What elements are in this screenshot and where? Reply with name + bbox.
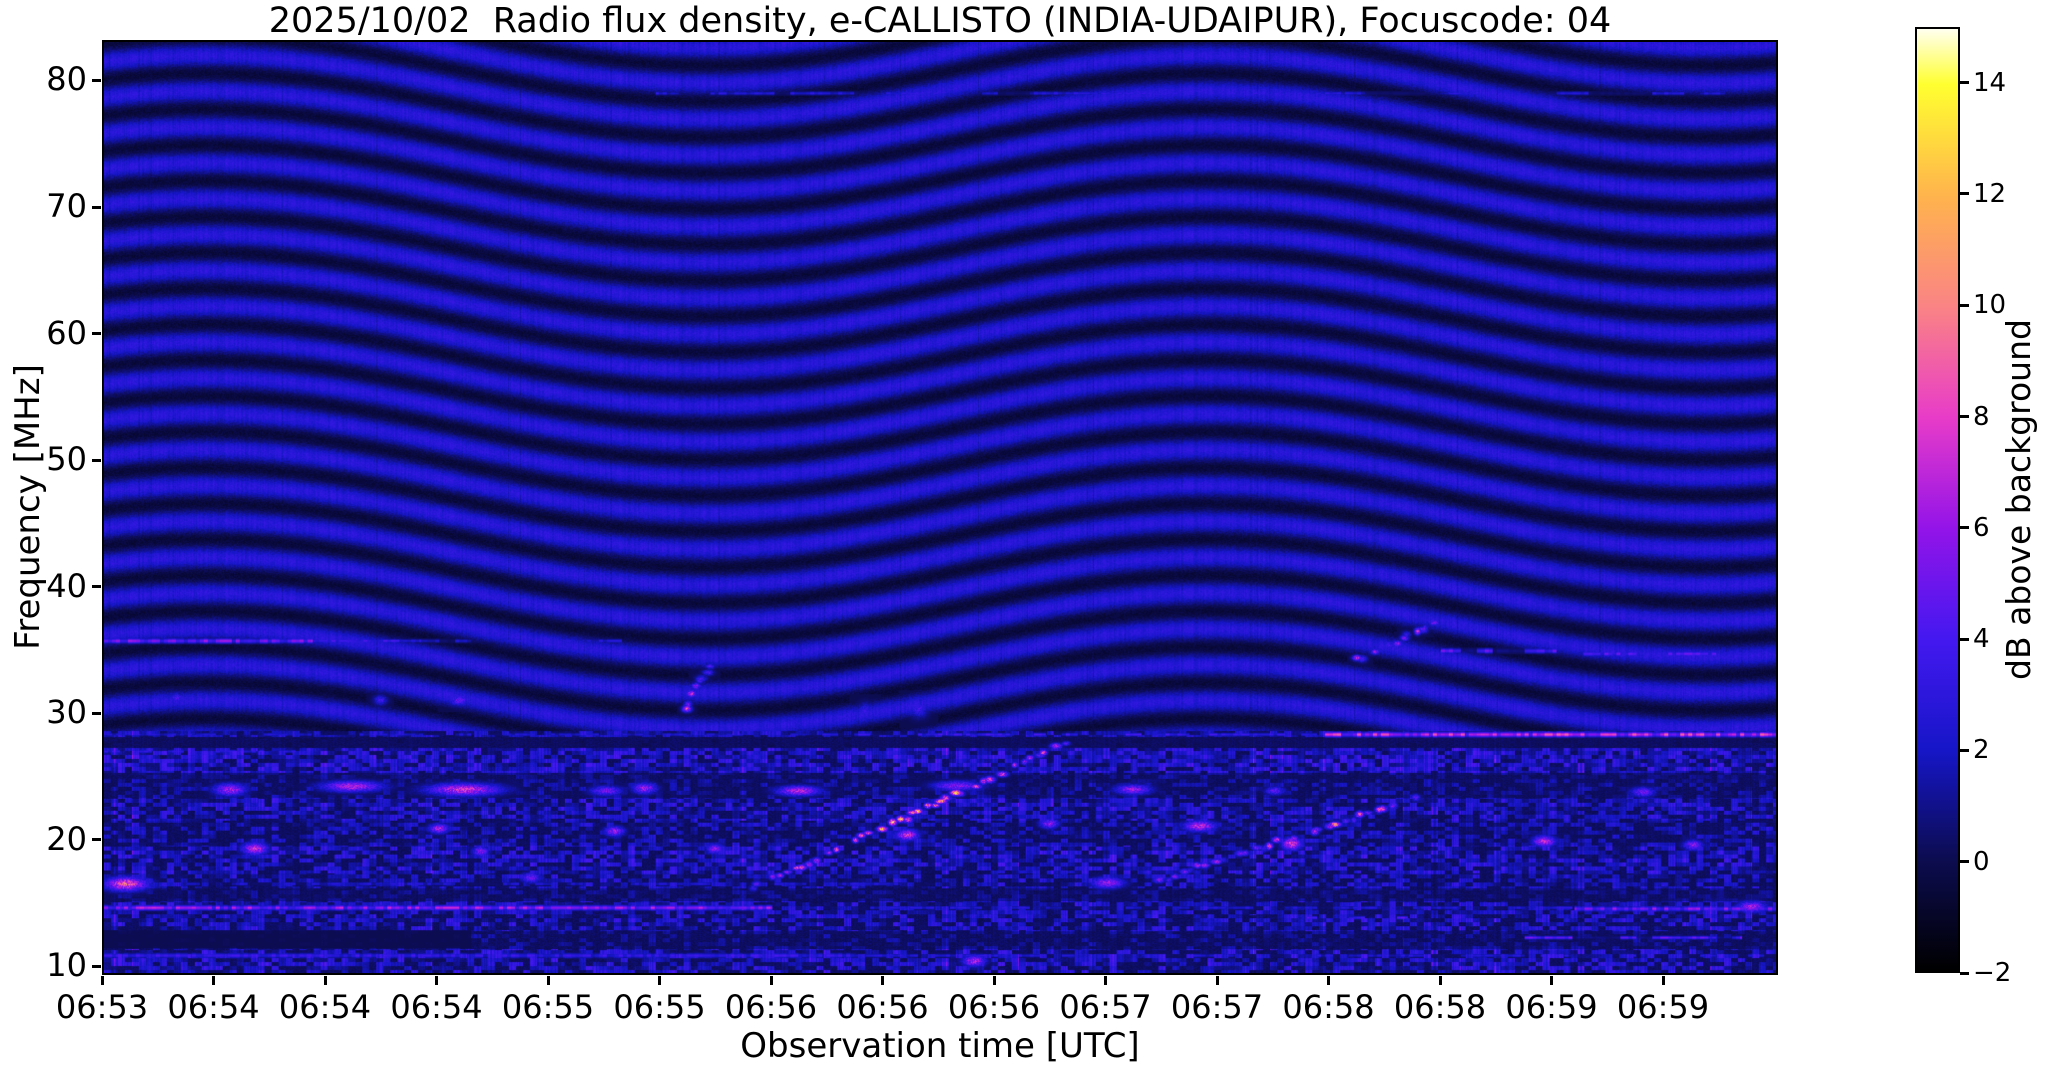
x-tick-mark [212, 976, 215, 985]
y-tick-label: 60 [46, 313, 87, 352]
y-tick-label: 50 [46, 440, 87, 479]
x-tick-mark [1215, 976, 1219, 985]
plot-title: 2025/10/02 Radio flux density, e-CALLIST… [268, 1, 1612, 41]
y-tick-label: 20 [46, 819, 87, 858]
y-tick-mark [92, 458, 101, 462]
x-tick-label: 06:58 [1282, 988, 1375, 1026]
x-tick-label: 06:57 [1170, 988, 1264, 1026]
x-tick-mark [1104, 976, 1107, 985]
colorbar-tick-label: −2 [1973, 958, 2012, 988]
x-tick-label: 06:57 [1059, 988, 1152, 1026]
x-tick-label: 06:53 [55, 988, 149, 1026]
x-tick-label: 06:55 [501, 988, 595, 1026]
x-axis-label: Observation time [UTC] [740, 1026, 1140, 1066]
colorbar-tick-label: 8 [1973, 401, 1990, 432]
y-tick-label: 10 [46, 946, 87, 985]
spectrogram-canvas [104, 42, 1776, 973]
y-tick-mark [92, 964, 101, 968]
x-tick-label: 06:56 [836, 988, 929, 1026]
x-tick-mark [1327, 976, 1330, 985]
x-tick-label: 06:55 [613, 988, 706, 1026]
y-tick-mark [92, 78, 101, 82]
plot-area [102, 40, 1778, 975]
x-tick-label: 06:56 [947, 988, 1041, 1026]
y-tick-mark [92, 205, 101, 209]
colorbar-tick-mark [1960, 971, 1969, 975]
colorbar-tick-mark [1960, 526, 1969, 530]
x-tick-label: 06:59 [1505, 988, 1598, 1026]
x-tick-label: 06:54 [278, 988, 372, 1026]
x-tick-mark [1550, 976, 1553, 985]
y-axis-label: Frequency [MHz] [8, 364, 48, 650]
y-tick-label: 80 [46, 60, 87, 99]
y-tick-mark [92, 711, 101, 715]
x-tick-mark [1438, 976, 1442, 985]
x-tick-mark [1661, 976, 1665, 985]
colorbar-tick-label: 4 [1973, 624, 1990, 655]
colorbar-tick-mark [1960, 860, 1969, 864]
x-tick-mark [992, 976, 996, 985]
x-tick-mark [546, 976, 550, 985]
colorbar-tick-label: 0 [1973, 846, 1990, 877]
x-tick-mark [769, 976, 773, 985]
colorbar-label: dB above background [1999, 319, 2038, 681]
colorbar-tick-mark [1960, 81, 1969, 85]
x-tick-label: 06:54 [167, 988, 260, 1026]
x-tick-mark [658, 976, 661, 985]
colorbar-tick-mark [1960, 192, 1969, 196]
x-tick-label: 06:56 [724, 988, 818, 1026]
colorbar [1915, 27, 1960, 973]
x-tick-mark [435, 976, 438, 985]
colorbar-tick-label: 2 [1973, 735, 1990, 766]
colorbar-tick-label: 14 [1973, 67, 2007, 98]
y-tick-label: 30 [46, 693, 87, 732]
colorbar-tick-mark [1960, 748, 1969, 752]
y-tick-mark [92, 838, 101, 842]
x-tick-label: 06:58 [1393, 988, 1487, 1026]
colorbar-tick-mark [1960, 415, 1969, 419]
colorbar-tick-label: 12 [1973, 178, 2007, 209]
x-tick-label: 06:59 [1616, 988, 1710, 1026]
x-tick-mark [323, 976, 327, 985]
colorbar-tick-label: 10 [1973, 290, 2007, 321]
x-tick-label: 06:54 [390, 988, 483, 1026]
colorbar-tick-mark [1960, 303, 1969, 307]
colorbar-tick-mark [1960, 637, 1969, 641]
x-tick-mark [881, 976, 884, 985]
y-tick-mark [92, 585, 101, 589]
y-tick-label: 70 [46, 187, 87, 226]
y-tick-label: 40 [46, 566, 87, 605]
colorbar-tick-label: 6 [1973, 512, 1990, 543]
x-tick-mark [100, 976, 104, 985]
y-tick-mark [92, 332, 101, 336]
